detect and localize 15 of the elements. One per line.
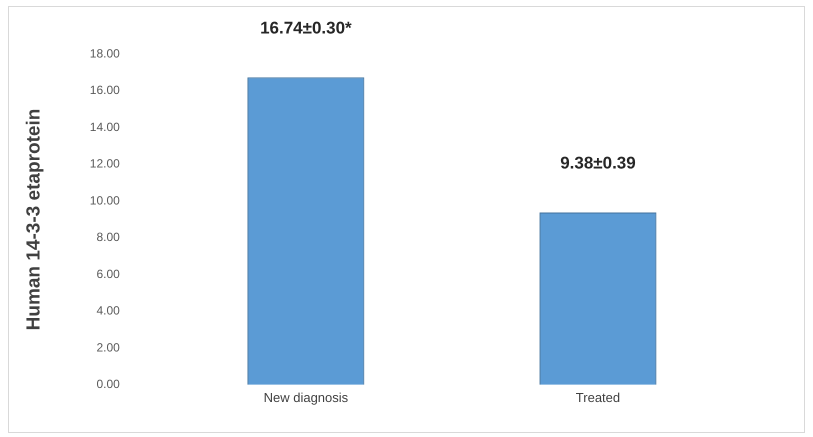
y-tick-label: 14.00: [90, 120, 120, 134]
y-tick-label: 6.00: [96, 266, 120, 281]
y-tick-label: 12.00: [90, 156, 120, 171]
data-label: 16.74±0.30*: [260, 18, 352, 38]
y-tick-label: 0.00: [96, 377, 120, 392]
y-tick-label: 8.00: [96, 230, 120, 244]
y-tick-label: 2.00: [96, 340, 120, 354]
y-tick-label: 10.00: [90, 193, 120, 208]
y-tick-label: 16.00: [90, 83, 120, 98]
x-tick-label: New diagnosis: [264, 390, 349, 406]
y-tick-label: 18.00: [90, 46, 120, 61]
data-label: 9.38±0.39: [560, 154, 636, 173]
y-axis-title: Human 14-3-3 etaprotein: [24, 108, 45, 330]
x-tick-label: Treated: [576, 390, 620, 406]
y-tick-label: 4.00: [96, 304, 120, 318]
